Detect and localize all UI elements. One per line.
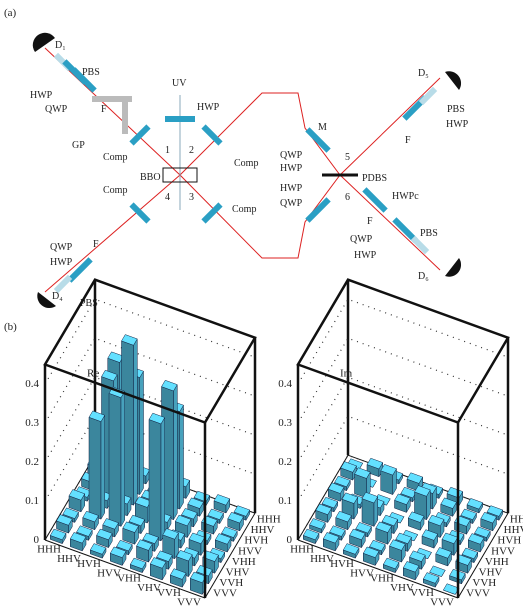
bar <box>376 522 392 544</box>
qwp <box>305 197 330 222</box>
bar <box>149 413 165 541</box>
bar <box>123 522 139 544</box>
bar-side <box>149 420 161 541</box>
z-tick-label: 0.2 <box>278 456 292 468</box>
label: PBS <box>447 104 465 115</box>
box-top <box>45 280 255 423</box>
label: D₆ <box>418 271 429 282</box>
label: D₄ <box>52 291 63 302</box>
detector <box>445 258 461 277</box>
label: PBS <box>420 228 438 239</box>
beam <box>180 78 440 175</box>
grid-line <box>298 338 508 423</box>
z-tick-label: 0.4 <box>25 378 39 390</box>
bar <box>214 494 230 513</box>
detector <box>445 71 461 90</box>
label: 5 <box>345 152 350 163</box>
box-top <box>298 280 508 423</box>
label: UV <box>172 78 187 89</box>
label: F <box>93 239 99 250</box>
label: HWP <box>446 119 469 130</box>
column-label: VVV <box>213 588 237 600</box>
panel-label: (b) <box>4 321 17 333</box>
bar <box>89 411 105 519</box>
label: Comp <box>103 185 127 196</box>
label: QWP <box>50 242 73 253</box>
label: 6 <box>345 192 350 203</box>
chart-title: Re <box>87 368 99 380</box>
label: QWP <box>350 234 373 245</box>
z-tick-label: 0.3 <box>25 417 39 429</box>
bar <box>443 584 459 595</box>
label: F <box>101 104 107 115</box>
bar-front <box>121 391 125 526</box>
label: 3 <box>189 192 194 203</box>
label: 1 <box>165 145 170 156</box>
bar <box>137 540 153 562</box>
label: 4 <box>165 192 170 203</box>
label: QWP <box>45 104 68 115</box>
bar <box>150 558 166 580</box>
bar <box>109 387 125 526</box>
bar-front <box>174 385 178 520</box>
bar <box>381 464 397 494</box>
label: Comp <box>232 204 256 215</box>
label: D₁ <box>55 40 66 51</box>
label: PBS <box>82 67 100 78</box>
bar <box>362 492 378 526</box>
label: BBO <box>140 172 161 183</box>
label: PDBS <box>362 173 387 184</box>
z-tick-label: 0.1 <box>278 495 292 507</box>
column-label: VVV <box>466 588 490 600</box>
hwp <box>165 116 195 122</box>
label: F <box>405 135 411 146</box>
label: GP <box>72 140 85 151</box>
label: HWP <box>30 90 53 101</box>
bar-front <box>180 405 184 509</box>
label: QWP <box>280 150 303 161</box>
label: M <box>318 122 327 133</box>
bar-front <box>161 418 165 541</box>
setup-diagram: (a) D₁ PBS HWP QWP F GP UV HWP Comp 1 2 … <box>4 7 469 309</box>
label: 2 <box>189 145 194 156</box>
bar-side <box>109 393 121 526</box>
label: HWP <box>354 250 377 261</box>
label: HWP <box>280 163 303 174</box>
label: Comp <box>234 158 258 169</box>
gp <box>122 96 128 134</box>
label: D₅ <box>418 68 429 79</box>
label: HWPc <box>392 191 419 202</box>
label: QWP <box>280 198 303 209</box>
z-tick-label: 0.2 <box>25 456 39 468</box>
grid-line <box>45 338 255 423</box>
comp <box>129 202 150 223</box>
label: HWP <box>280 183 303 194</box>
detector <box>33 33 55 52</box>
bar <box>390 540 406 562</box>
bar <box>190 572 206 594</box>
comp <box>201 202 222 223</box>
comp <box>129 124 150 145</box>
bar-front <box>140 371 144 494</box>
beam <box>45 48 180 292</box>
chart-title: Im <box>340 368 353 380</box>
label: Comp <box>103 152 127 163</box>
bar-front <box>134 339 138 505</box>
row-label: VVV <box>177 596 201 608</box>
bar-top <box>443 584 459 595</box>
z-tick-label: 0.4 <box>278 378 292 390</box>
label: F <box>367 216 373 227</box>
bar <box>69 489 85 511</box>
bar-front <box>101 415 105 519</box>
z-tick-label: 0.1 <box>25 495 39 507</box>
panel-label: (a) <box>4 7 17 19</box>
label: HWP <box>50 257 73 268</box>
label: HWP <box>197 102 220 113</box>
row-label: VVV <box>430 596 454 608</box>
figure: (a) D₁ PBS HWP QWP F GP UV HWP Comp 1 2 … <box>0 0 523 612</box>
bar-side <box>89 417 101 519</box>
z-tick-label: 0.3 <box>278 417 292 429</box>
bar-side <box>362 499 374 527</box>
